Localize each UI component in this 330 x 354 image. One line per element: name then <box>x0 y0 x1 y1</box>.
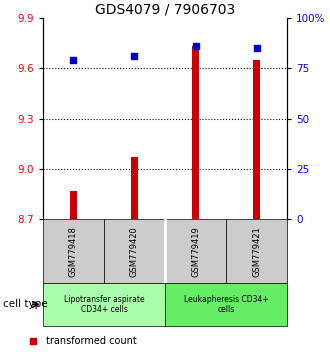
Bar <box>192 46 199 219</box>
Text: Leukapheresis CD34+
cells: Leukapheresis CD34+ cells <box>184 295 268 314</box>
Text: GSM779420: GSM779420 <box>130 226 139 277</box>
Text: transformed count: transformed count <box>46 336 137 346</box>
Bar <box>253 60 260 219</box>
Text: Lipotransfer aspirate
CD34+ cells: Lipotransfer aspirate CD34+ cells <box>64 295 144 314</box>
Text: GSM779421: GSM779421 <box>252 226 261 277</box>
Text: GSM779419: GSM779419 <box>191 226 200 277</box>
Bar <box>104 219 165 283</box>
Bar <box>165 283 287 326</box>
Bar <box>165 219 226 283</box>
Bar <box>70 191 77 219</box>
Bar <box>226 219 287 283</box>
Bar <box>43 219 104 283</box>
Bar <box>131 157 138 219</box>
Text: cell type: cell type <box>3 299 48 309</box>
Bar <box>43 283 165 326</box>
Text: GSM779418: GSM779418 <box>69 226 78 277</box>
Title: GDS4079 / 7906703: GDS4079 / 7906703 <box>95 2 235 17</box>
